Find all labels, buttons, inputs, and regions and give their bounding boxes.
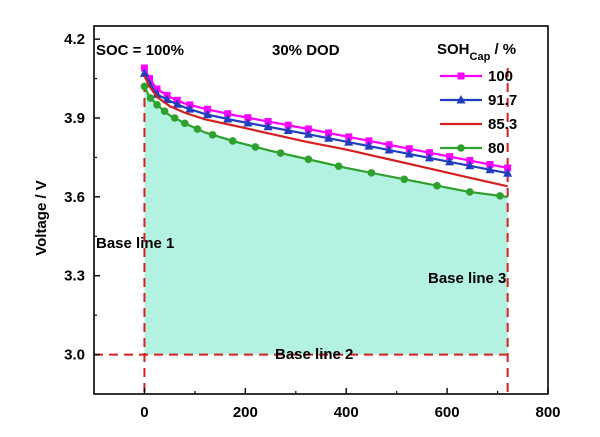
series-100-point-13 [325, 129, 333, 137]
series-layer [139, 64, 513, 200]
series-80-point-10 [251, 143, 260, 151]
series-91.7-point-4 [162, 94, 172, 104]
series-91.7-point-12 [303, 129, 313, 138]
series-100-point-20 [466, 157, 474, 165]
series-91.7-point-22 [503, 168, 513, 177]
axes-layer [93, 25, 549, 395]
series-80-point-9 [228, 137, 237, 145]
series-100-point-12 [304, 125, 312, 133]
series-91.7-point-16 [384, 145, 394, 154]
series-100-point-22 [504, 164, 512, 172]
legend-marker-100 [457, 72, 465, 80]
series-80-point-13 [334, 162, 343, 171]
fill-layer [144, 86, 508, 355]
legend-label-80: 80 [488, 140, 505, 157]
series-line-85.3 [143, 75, 508, 188]
series-91.7-point-11 [283, 125, 293, 134]
series-100-point-10 [264, 117, 272, 125]
series-91.7-point-17 [404, 148, 414, 158]
soc-annotation: SOC = 100% [96, 42, 184, 59]
legend-marker-91.7 [456, 95, 466, 104]
series-80-point-14 [367, 169, 376, 177]
series-80-point-18 [496, 192, 504, 200]
y-tick-label-3.9: 3.9 [64, 110, 85, 127]
legend-marker-80 [457, 144, 465, 152]
x-tick-label-600: 600 [435, 404, 460, 421]
x-tick-label-0: 0 [140, 404, 148, 421]
series-80-point-4 [160, 107, 169, 115]
series-100-point-8 [224, 110, 232, 118]
series-80-point-7 [193, 125, 202, 133]
series-80-point-5 [170, 114, 179, 122]
series-91.7-point-13 [324, 133, 334, 142]
dod-annotation: 30% DOD [272, 42, 340, 59]
series-100-point-2 [145, 75, 153, 83]
fill-area [144, 86, 508, 355]
y-tick-label-3.0: 3.0 [64, 347, 85, 364]
series-91.7-point-14 [344, 137, 354, 146]
series-80-point-2 [146, 94, 155, 102]
series-100-point-21 [486, 160, 494, 168]
legend-title-suffix: / % [490, 41, 516, 58]
series-100-point-9 [244, 114, 252, 122]
series-91.7-point-20 [465, 160, 475, 170]
series-80-point-11 [276, 149, 285, 157]
series-91.7-point-10 [263, 121, 273, 131]
y-tick-label-4.2: 4.2 [64, 31, 85, 48]
series-80-point-6 [181, 119, 189, 128]
series-80-point-15 [400, 175, 409, 184]
legend: SOHCap / % 100 91.7 85.3 80 [437, 41, 517, 157]
series-100-point-15 [365, 137, 373, 145]
legend-label-91.7: 91.7 [488, 92, 517, 109]
series-100-point-18 [425, 149, 433, 157]
reference-lines-layer [94, 68, 509, 394]
series-91.7-point-15 [364, 141, 374, 150]
series-91.7-point-21 [485, 164, 495, 174]
legend-label-100: 100 [488, 68, 513, 85]
series-91.7-point-8 [223, 113, 233, 123]
y-tick-label-3.3: 3.3 [64, 268, 85, 285]
series-80-point-8 [208, 130, 217, 139]
x-tick-label-200: 200 [233, 404, 258, 421]
ticks-layer: 0 200 400 600 800 3.0 3.3 3.6 3.9 4.2 [64, 31, 560, 421]
series-100-point-11 [284, 121, 292, 129]
series-80-point-12 [304, 155, 313, 164]
series-91.7-point-5 [172, 99, 182, 108]
series-100-point-17 [405, 145, 413, 153]
series-100-point-7 [204, 105, 211, 113]
y-tick-label-3.6: 3.6 [64, 189, 85, 206]
series-91.7-point-1 [139, 68, 149, 77]
y-axis-title: Voltage / V [33, 180, 50, 256]
series-91.7-point-19 [445, 156, 455, 166]
series-80-point-1 [140, 82, 149, 91]
legend-title: SOHCap / % [437, 41, 516, 63]
series-100-point-1 [140, 64, 148, 72]
series-100-point-19 [446, 153, 454, 161]
series-100-point-3 [153, 85, 161, 93]
series-100-point-14 [345, 133, 353, 141]
series-91.7-point-18 [424, 152, 434, 162]
series-100-point-16 [385, 141, 393, 149]
series-80-point-17 [466, 188, 474, 196]
base-line-3-label: Base line 3 [428, 270, 506, 287]
series-80-point-3 [153, 101, 161, 109]
series-91.7-point-7 [203, 109, 212, 119]
legend-label-85.3: 85.3 [488, 116, 517, 133]
series-91.7-point-6 [185, 104, 195, 113]
base-line-2-label: Base line 2 [275, 346, 353, 363]
x-tick-label-400: 400 [334, 404, 359, 421]
legend-title-main: SOH [437, 41, 470, 58]
x-tick-label-800: 800 [535, 404, 560, 421]
series-80-point-16 [433, 181, 441, 190]
legend-title-sub: Cap [470, 51, 491, 63]
plot-frame [93, 25, 549, 395]
base-line-1-label: Base line 1 [96, 235, 174, 252]
series-91.7-point-9 [243, 117, 253, 127]
